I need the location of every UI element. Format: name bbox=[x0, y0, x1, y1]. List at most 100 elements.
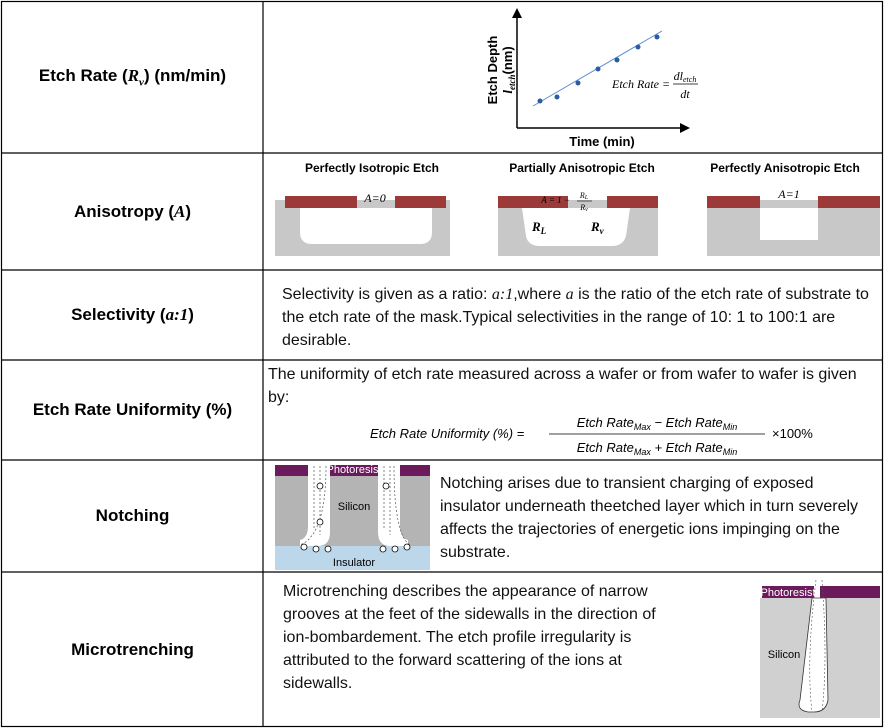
shape bbox=[498, 196, 568, 208]
denominator-subscript: v bbox=[585, 207, 588, 213]
shape: Rv bbox=[590, 219, 605, 236]
substrate-label: Silicon bbox=[768, 649, 800, 661]
text: is the ratio of the etch rate of substra… bbox=[282, 286, 869, 349]
shape bbox=[821, 579, 826, 713]
shape bbox=[762, 586, 814, 598]
panel-title: Perfectly Anisotropic Etch bbox=[710, 161, 860, 175]
y-symbol: l bbox=[500, 90, 515, 94]
resist-label: Photoresist bbox=[326, 464, 381, 476]
shape: Etch RateMax + Etch RateMin bbox=[577, 440, 738, 457]
shape bbox=[299, 465, 327, 546]
shape bbox=[512, 8, 522, 18]
label-symbol: a:1 bbox=[165, 305, 189, 324]
shape bbox=[809, 579, 817, 713]
term: Etch Rate bbox=[577, 415, 634, 430]
rate-graph: Etch Depth letch(nm) Time (min) Etch Rat… bbox=[485, 8, 698, 149]
shape bbox=[522, 208, 630, 246]
shape bbox=[798, 597, 829, 713]
shape bbox=[379, 545, 387, 553]
x-label: Time (min) bbox=[569, 134, 635, 149]
denominator: R bbox=[579, 203, 585, 212]
shape bbox=[300, 482, 411, 553]
term: + Etch Rate bbox=[651, 440, 723, 455]
shape: Anisotropy (A) bbox=[74, 202, 191, 222]
shape bbox=[575, 80, 581, 86]
y-label: Etch Depth bbox=[485, 36, 500, 105]
label-text: Anisotropy ( bbox=[73, 201, 175, 221]
text: a bbox=[565, 286, 574, 303]
shape bbox=[316, 482, 324, 490]
shape bbox=[393, 465, 411, 546]
numerator: R bbox=[579, 191, 585, 200]
label-text: Etch Rate Uniformity (%) bbox=[32, 400, 233, 419]
shape: RL bbox=[531, 219, 547, 236]
text: Selectivity is given as a ratio: bbox=[282, 286, 492, 303]
shape bbox=[312, 545, 320, 553]
row-label: Notching bbox=[2, 460, 263, 572]
shape bbox=[382, 482, 390, 490]
shape bbox=[275, 476, 430, 546]
vertical: R bbox=[590, 219, 600, 234]
shape bbox=[554, 94, 560, 100]
panel-title: Partially Anisotropic Etch bbox=[509, 161, 655, 175]
description: Selectivity is given as a ratio: a:1,whe… bbox=[282, 283, 878, 352]
label-text: Microtrenching bbox=[71, 639, 194, 659]
term: Etch Rate bbox=[577, 440, 634, 455]
shape bbox=[378, 476, 408, 546]
shape bbox=[680, 123, 690, 133]
sub: Max bbox=[634, 447, 652, 457]
formula: A=0 bbox=[363, 191, 385, 205]
row-label: Etch Rate (Rv) (nm/min) bbox=[2, 2, 263, 153]
lateral: R bbox=[531, 219, 541, 234]
shape bbox=[820, 586, 880, 598]
isotropic-diagram: A=0 bbox=[275, 191, 450, 256]
shape bbox=[614, 57, 620, 63]
notching-diagram: Photoresist Silicon Insulator bbox=[275, 464, 430, 570]
shape bbox=[330, 465, 378, 476]
label-symbol: R bbox=[127, 66, 140, 86]
anisotropic-diagram: A=1 bbox=[707, 187, 880, 256]
shape bbox=[300, 543, 308, 551]
shape: Rv bbox=[579, 203, 588, 213]
text: ,where bbox=[513, 286, 566, 303]
term: − Etch Rate bbox=[651, 415, 723, 430]
text: a:1 bbox=[491, 286, 514, 303]
shape bbox=[654, 34, 660, 40]
shape bbox=[316, 518, 324, 526]
shape bbox=[707, 196, 760, 208]
row-label: Microtrenching bbox=[2, 572, 263, 727]
anisotropy-panels: Perfectly Isotropic Etch Partially Aniso… bbox=[305, 161, 860, 175]
shape: Etch Rate (Rv) (nm/min) bbox=[39, 66, 226, 88]
shape bbox=[818, 196, 880, 208]
formula: A = 1 − bbox=[540, 195, 570, 205]
resist-label: Photoresist bbox=[760, 587, 815, 599]
label-tail: ) bbox=[188, 305, 194, 324]
sub: Max bbox=[634, 422, 652, 432]
shape bbox=[300, 208, 432, 244]
shape bbox=[391, 545, 399, 553]
shape: Etch RateMax − Etch RateMin bbox=[577, 415, 738, 432]
label-text: Notching bbox=[95, 506, 170, 525]
formula: A=1 bbox=[777, 187, 799, 201]
numerator: dl bbox=[674, 69, 684, 83]
shape bbox=[285, 196, 357, 208]
y-subscript: etch bbox=[507, 75, 517, 91]
partial-diagram: A = 1 − RL Rv RL Rv bbox=[498, 191, 658, 256]
sub: Min bbox=[723, 447, 738, 457]
shape bbox=[607, 196, 658, 208]
denominator: dt bbox=[680, 87, 690, 101]
numerator-subscript: L bbox=[584, 195, 589, 201]
label-tail: ) bbox=[185, 201, 192, 221]
label-text: Etch Rate ( bbox=[38, 66, 128, 86]
shape bbox=[537, 98, 543, 104]
panel-title: Perfectly Isotropic Etch bbox=[305, 161, 439, 175]
shape: Selectivity (a:1) bbox=[71, 305, 194, 325]
label-tail: ) (nm/min) bbox=[143, 66, 227, 86]
row-label: Anisotropy (A) bbox=[2, 153, 263, 270]
label-text: Selectivity ( bbox=[71, 305, 166, 324]
shape bbox=[403, 543, 411, 551]
vertical-subscript: v bbox=[600, 226, 605, 236]
